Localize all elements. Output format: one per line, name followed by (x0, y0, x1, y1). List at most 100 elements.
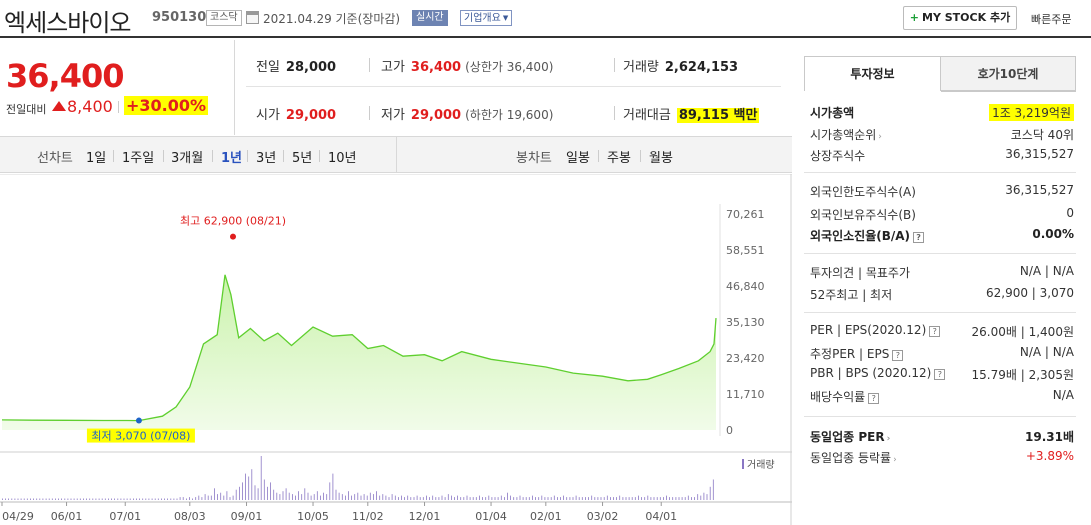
volume-bar (220, 492, 222, 500)
volume-bar (170, 498, 172, 500)
volume-bar (410, 497, 412, 500)
volume-bar (173, 498, 175, 500)
stat-label: 저가 (381, 108, 405, 123)
company-overview-dropdown[interactable]: 기업개요 ▼ (460, 10, 513, 26)
volume-bar (189, 497, 190, 500)
volume-bar (541, 495, 543, 500)
info-row[interactable]: 외국인소진율(B/A)? 0.00% (810, 227, 1074, 247)
info-value: N/A (1052, 388, 1074, 402)
x-tick-label: 07/01 (109, 510, 141, 523)
candle-daily[interactable]: 일봉 (566, 151, 590, 166)
volume-bar (457, 495, 458, 500)
volume-bar (164, 498, 165, 500)
info-row[interactable]: 시가총액순위 › 코스닥 40위 (810, 126, 1074, 146)
realtime-button[interactable]: 실시간 (412, 10, 448, 26)
period-3y[interactable]: 3년 (256, 151, 277, 166)
info-row: 52주최고 | 최저 62,900 | 3,070 (810, 286, 1074, 306)
base-date: 2021.04.29 기준(장마감) (263, 12, 401, 26)
period-1w[interactable]: 1주일 (122, 151, 155, 166)
candle-weekly[interactable]: 주봉 (607, 151, 631, 166)
info-row: 상장주식수 36,315,527 (810, 147, 1074, 167)
volume-bar (712, 479, 714, 500)
stat-value: 29,000 (285, 108, 337, 123)
volume-bar (235, 489, 237, 500)
volume-bar (600, 497, 602, 500)
volume-bar (663, 497, 664, 500)
period-1d[interactable]: 1일 (86, 151, 107, 166)
divider (212, 150, 213, 162)
info-row[interactable]: 배당수익률? N/A (810, 388, 1074, 408)
volume-bar (666, 495, 667, 500)
volume-bar (351, 495, 352, 500)
volume-bar (706, 494, 708, 500)
stat-value: 89,115 백만 (676, 108, 760, 123)
volume-bar (270, 482, 271, 500)
volume-bar (700, 495, 702, 500)
volume-bar (678, 497, 680, 500)
info-row[interactable]: 동일업종 PER › 19.31배 (810, 428, 1074, 448)
divider (163, 150, 164, 162)
period-5y[interactable]: 5년 (292, 151, 313, 166)
volume-bar (563, 495, 564, 500)
period-1y[interactable]: 1년 (221, 151, 243, 166)
volume-bar (73, 498, 75, 500)
volume-bar (638, 495, 639, 500)
volume-bar (86, 498, 87, 500)
volume-bar (111, 498, 112, 500)
y-tick-label: 35,130 (726, 316, 765, 329)
period-10y[interactable]: 10년 (328, 151, 357, 166)
volume-bar (569, 497, 571, 500)
volume-bar (416, 495, 418, 500)
tab-orderbook[interactable]: 호가10단계 (940, 56, 1076, 91)
volume-bar (263, 479, 265, 500)
company-overview-label: 기업개요 (464, 13, 501, 24)
volume-legend-marker (742, 459, 744, 469)
info-row[interactable]: PBR | BPS (2020.12)? 15.79배 | 2,305원 (810, 366, 1074, 386)
volume-bar (616, 497, 617, 500)
quick-order-button[interactable]: 빠른주문 (1031, 13, 1072, 26)
volume-bar (33, 498, 34, 500)
help-icon[interactable]: ? (934, 369, 946, 380)
volume-bar (404, 497, 405, 500)
candle-monthly[interactable]: 월봉 (649, 151, 673, 166)
help-icon[interactable]: ? (892, 350, 904, 361)
price-chart[interactable]: 70,261 58,551 46,840 35,130 23,420 11,710 0 최고 … (0, 174, 792, 525)
help-icon[interactable]: ? (868, 393, 880, 404)
volume-bar (422, 497, 424, 500)
y-tick-label: 11,710 (726, 388, 765, 401)
volume-bar (239, 486, 240, 500)
volume-bar (419, 497, 421, 500)
volume-bar (64, 498, 66, 500)
volume-bar (51, 498, 53, 500)
volume-bar (45, 498, 47, 500)
info-row[interactable]: 동일업종 등락률 › +3.89% (810, 449, 1074, 469)
volume-bar (245, 473, 246, 500)
info-value: 15.79배 | 2,305원 (971, 368, 1074, 382)
chevron-right-icon[interactable]: › (886, 434, 891, 444)
volume-bar (588, 497, 589, 500)
tab-invest-info[interactable]: 투자정보 (804, 56, 941, 91)
volume-bar (142, 498, 144, 500)
volume-bar (650, 497, 652, 500)
divider (283, 150, 284, 162)
volume-bar (672, 497, 674, 500)
y-tick-label: 0 (726, 424, 733, 437)
volume-bar (606, 495, 608, 500)
volume-bar (447, 494, 449, 500)
add-mystock-button[interactable]: + MY STOCK 추가 (903, 6, 1017, 30)
chevron-right-icon[interactable]: › (878, 132, 882, 142)
volume-bar (117, 498, 119, 500)
help-icon[interactable]: ? (913, 232, 925, 243)
chevron-right-icon[interactable]: › (893, 455, 897, 465)
x-tick-label: 04/01 (645, 510, 677, 523)
help-icon[interactable]: ? (929, 326, 941, 337)
volume-bar (320, 495, 321, 500)
y-tick-label: 46,840 (726, 280, 765, 293)
info-row[interactable]: 추정PER | EPS? N/A | N/A (810, 345, 1074, 365)
period-3m[interactable]: 3개월 (171, 151, 204, 166)
info-row[interactable]: PER | EPS(2020.12)? 26.00배 | 1,400원 (810, 323, 1074, 343)
volume-bar (304, 488, 306, 500)
volume-bar (622, 497, 624, 500)
volume-bar (413, 497, 415, 500)
volume-bar (488, 495, 490, 500)
